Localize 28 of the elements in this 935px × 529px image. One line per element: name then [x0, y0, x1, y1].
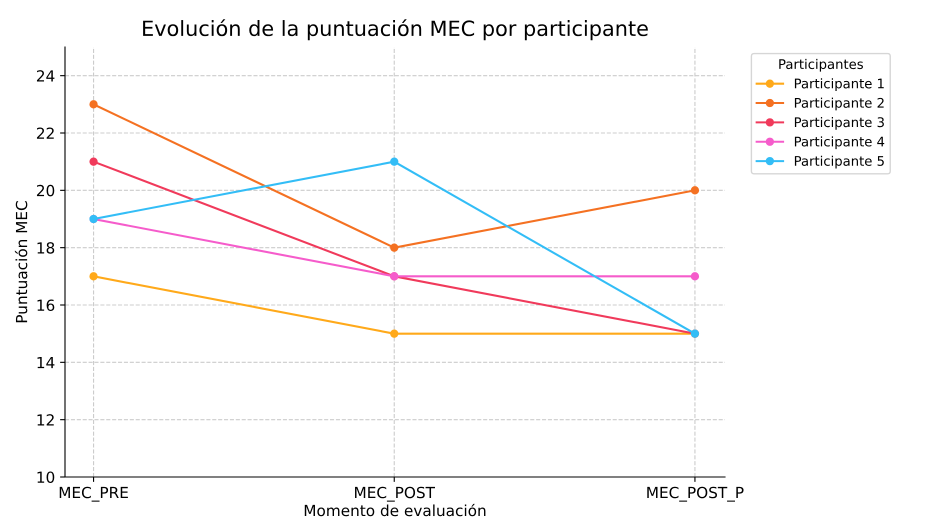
point — [89, 272, 98, 280]
point — [390, 244, 398, 252]
point — [690, 272, 700, 280]
legend-label: Participante 5 — [794, 156, 884, 168]
legend-label: Participante 4 — [794, 136, 884, 150]
point — [390, 158, 398, 166]
y-tick-label: 10 — [38, 471, 54, 484]
x-tick-label: MEC_POST — [355, 486, 435, 502]
legend-title: Participantes — [779, 58, 863, 72]
point — [690, 186, 700, 194]
point — [390, 330, 398, 338]
y-tick-label: 22 — [36, 127, 54, 139]
point — [89, 100, 98, 108]
legend-label: Participante 2 — [794, 98, 884, 110]
x-axis-title: Momento de evaluación — [304, 504, 486, 516]
x-tick-label: MEC_POST_P — [647, 486, 744, 502]
chart-title: Evolución de la puntuación MEC por participante — [143, 19, 648, 40]
y-tick-label: 14 — [38, 357, 54, 368]
point — [89, 158, 98, 166]
y-axis-title: Puntuación MEC — [14, 201, 28, 322]
y-tick-label: 24 — [36, 70, 54, 82]
y-tick-label: 18 — [38, 242, 54, 254]
legend-label: Participante 3 — [794, 116, 884, 130]
x-tick-label: MEC_PRE — [60, 486, 128, 502]
y-tick-label: 16 — [38, 299, 54, 312]
y-tick-label: 12 — [38, 414, 54, 426]
y-tick-label: 20 — [36, 184, 54, 196]
legend-label: Participante 1 — [794, 78, 884, 92]
